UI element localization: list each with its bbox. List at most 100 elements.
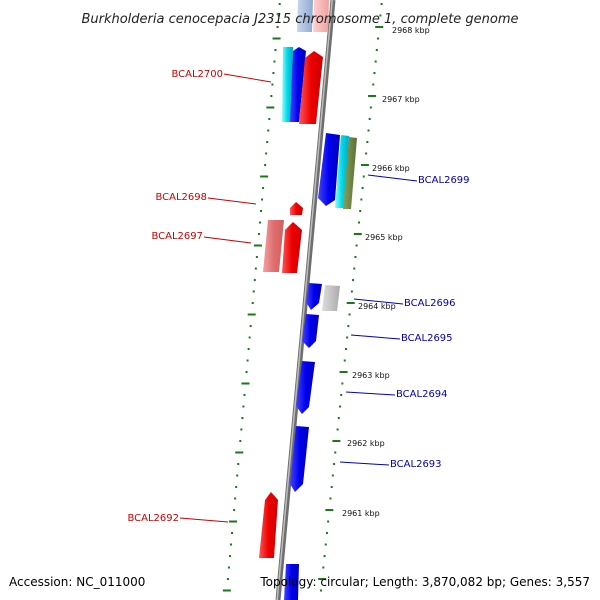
minor-tick: [327, 520, 330, 523]
gene-label-bcal2693: BCAL2693: [390, 459, 442, 470]
minor-tick: [366, 141, 369, 143]
gene-arrow-top-lightblue: [297, 0, 313, 32]
major-tick: [272, 37, 281, 40]
minor-tick: [347, 325, 350, 327]
minor-tick: [252, 290, 255, 293]
minor-tick: [331, 474, 334, 477]
minor-tick: [239, 440, 242, 442]
minor-tick: [341, 382, 344, 385]
minor-tick: [248, 336, 251, 339]
major-tick: [332, 440, 341, 442]
minor-tick: [354, 256, 357, 258]
minor-tick: [271, 83, 274, 86]
gene-label-bcal2692: BCAL2692: [127, 513, 179, 524]
minor-tick: [374, 60, 377, 63]
gene-features: [259, 0, 357, 600]
minor-tick: [362, 175, 365, 178]
minor-tick: [372, 83, 375, 86]
minor-tick: [277, 14, 280, 17]
major-tick: [368, 95, 377, 97]
gene-arrow-pink-2697: [263, 220, 284, 272]
gene-arrow-bcal2695: [302, 314, 319, 348]
minor-tick: [235, 486, 238, 488]
minor-tick: [336, 428, 339, 431]
minor-tick: [319, 589, 322, 592]
gene-arrow-bcal2699: [318, 133, 340, 206]
minor-tick: [343, 359, 346, 362]
major-tick: [353, 233, 362, 235]
connector-bcal2698: [207, 197, 257, 205]
minor-tick: [274, 49, 277, 51]
minor-tick: [228, 555, 231, 557]
gene-arrow-bcal2694: [296, 361, 315, 414]
gene-arrow-bcal2696: [306, 283, 322, 310]
accession-text: Accession: NC_011000: [9, 575, 145, 589]
minor-tick: [253, 279, 256, 281]
gene-label-bcal2699: BCAL2699: [418, 175, 470, 186]
gene-arrow-top-pale-red: [313, 0, 329, 32]
minor-tick: [324, 543, 327, 546]
minor-tick: [333, 463, 336, 465]
kbp-label: 2968 kbp: [392, 26, 430, 35]
kbp-label: 2963 kbp: [352, 371, 390, 380]
minor-tick: [380, 3, 383, 5]
gene-arrow-olive-2699: [343, 137, 357, 209]
gene-arrow-gray-2696: [322, 285, 340, 311]
minor-tick: [231, 532, 234, 534]
minor-tick: [276, 26, 279, 28]
gene-arrow-blue-2700: [290, 47, 306, 122]
major-tick: [325, 509, 334, 511]
minor-tick: [265, 152, 268, 155]
label-connectors: [179, 73, 418, 523]
minor-tick: [236, 474, 239, 477]
minor-tick: [241, 417, 244, 419]
minor-tick: [346, 336, 349, 339]
minor-tick: [254, 267, 257, 270]
minor-tick: [377, 37, 380, 40]
minor-tick: [322, 566, 325, 569]
minor-tick: [344, 348, 347, 350]
major-tick: [260, 175, 269, 178]
kbp-label: 2965 kbp: [365, 233, 403, 242]
minor-tick: [350, 290, 353, 293]
gene-arrow-bcal2697: [282, 222, 302, 273]
tick-rings: [222, 3, 384, 592]
minor-tick: [369, 106, 372, 109]
minor-tick: [367, 129, 370, 132]
connector-bcal2696: [353, 298, 404, 305]
minor-tick: [334, 451, 337, 454]
minor-tick: [375, 49, 378, 51]
gene-arrow-bcal2693: [290, 426, 309, 492]
connector-bcal2700: [223, 73, 272, 83]
minor-tick: [329, 497, 332, 500]
minor-tick: [325, 532, 328, 534]
gene-label-bcal2694: BCAL2694: [396, 389, 448, 400]
minor-tick: [355, 244, 358, 247]
minor-tick: [242, 405, 245, 408]
minor-tick: [260, 210, 263, 212]
minor-tick: [361, 187, 364, 189]
minor-tick: [270, 95, 273, 97]
gene-label-bcal2696: BCAL2696: [404, 298, 456, 309]
gene-label-bcal2695: BCAL2695: [401, 333, 453, 344]
connector-bcal2693: [339, 461, 390, 466]
minor-tick: [338, 405, 341, 408]
gene-arrow-bcal2698: [290, 202, 303, 215]
minor-tick: [268, 118, 271, 120]
connector-bcal2692: [179, 517, 229, 523]
major-tick: [375, 26, 384, 28]
major-tick: [266, 106, 275, 109]
kbp-label: 2961 kbp: [342, 509, 380, 518]
major-tick: [346, 302, 355, 304]
minor-tick: [237, 463, 240, 465]
major-tick: [318, 578, 327, 580]
minor-tick: [249, 325, 252, 327]
kbp-label: 2962 kbp: [347, 439, 385, 448]
minor-tick: [273, 60, 276, 63]
minor-tick: [368, 118, 371, 120]
minor-tick: [251, 302, 254, 304]
map-title: Burkholderia cenocepacia J2315 chromosom…: [81, 12, 518, 27]
minor-tick: [257, 233, 260, 235]
minor-tick: [272, 72, 275, 74]
connector-bcal2699: [367, 174, 418, 182]
